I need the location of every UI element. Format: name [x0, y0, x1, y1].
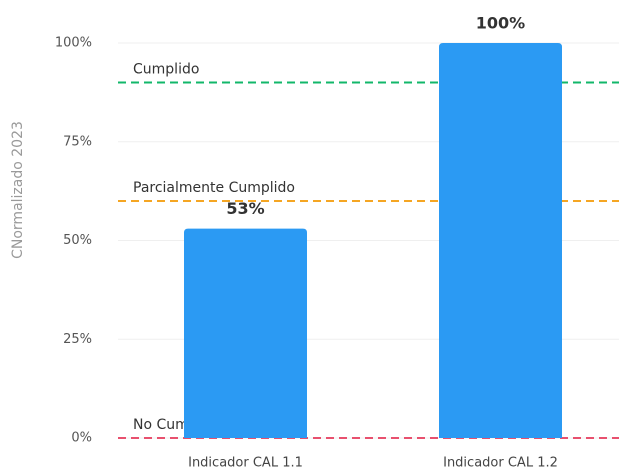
data-label: 53%: [226, 199, 264, 218]
bar: [184, 228, 307, 438]
y-tick-label: 25%: [63, 332, 92, 347]
x-tick-label: Indicador CAL 1.2: [443, 456, 558, 471]
y-tick-label: 0%: [71, 431, 92, 446]
reference-label: Cumplido: [133, 62, 199, 78]
y-tick-label: 75%: [63, 134, 92, 149]
x-tick-label: Indicador CAL 1.1: [188, 456, 303, 471]
y-tick-label: 50%: [63, 233, 92, 248]
y-axis-title: CNormalizado 2023: [10, 121, 26, 259]
reference-label: Parcialmente Cumplido: [133, 180, 295, 196]
y-tick-label: 100%: [55, 36, 92, 51]
data-label: 100%: [476, 14, 525, 33]
bar: [439, 43, 562, 438]
